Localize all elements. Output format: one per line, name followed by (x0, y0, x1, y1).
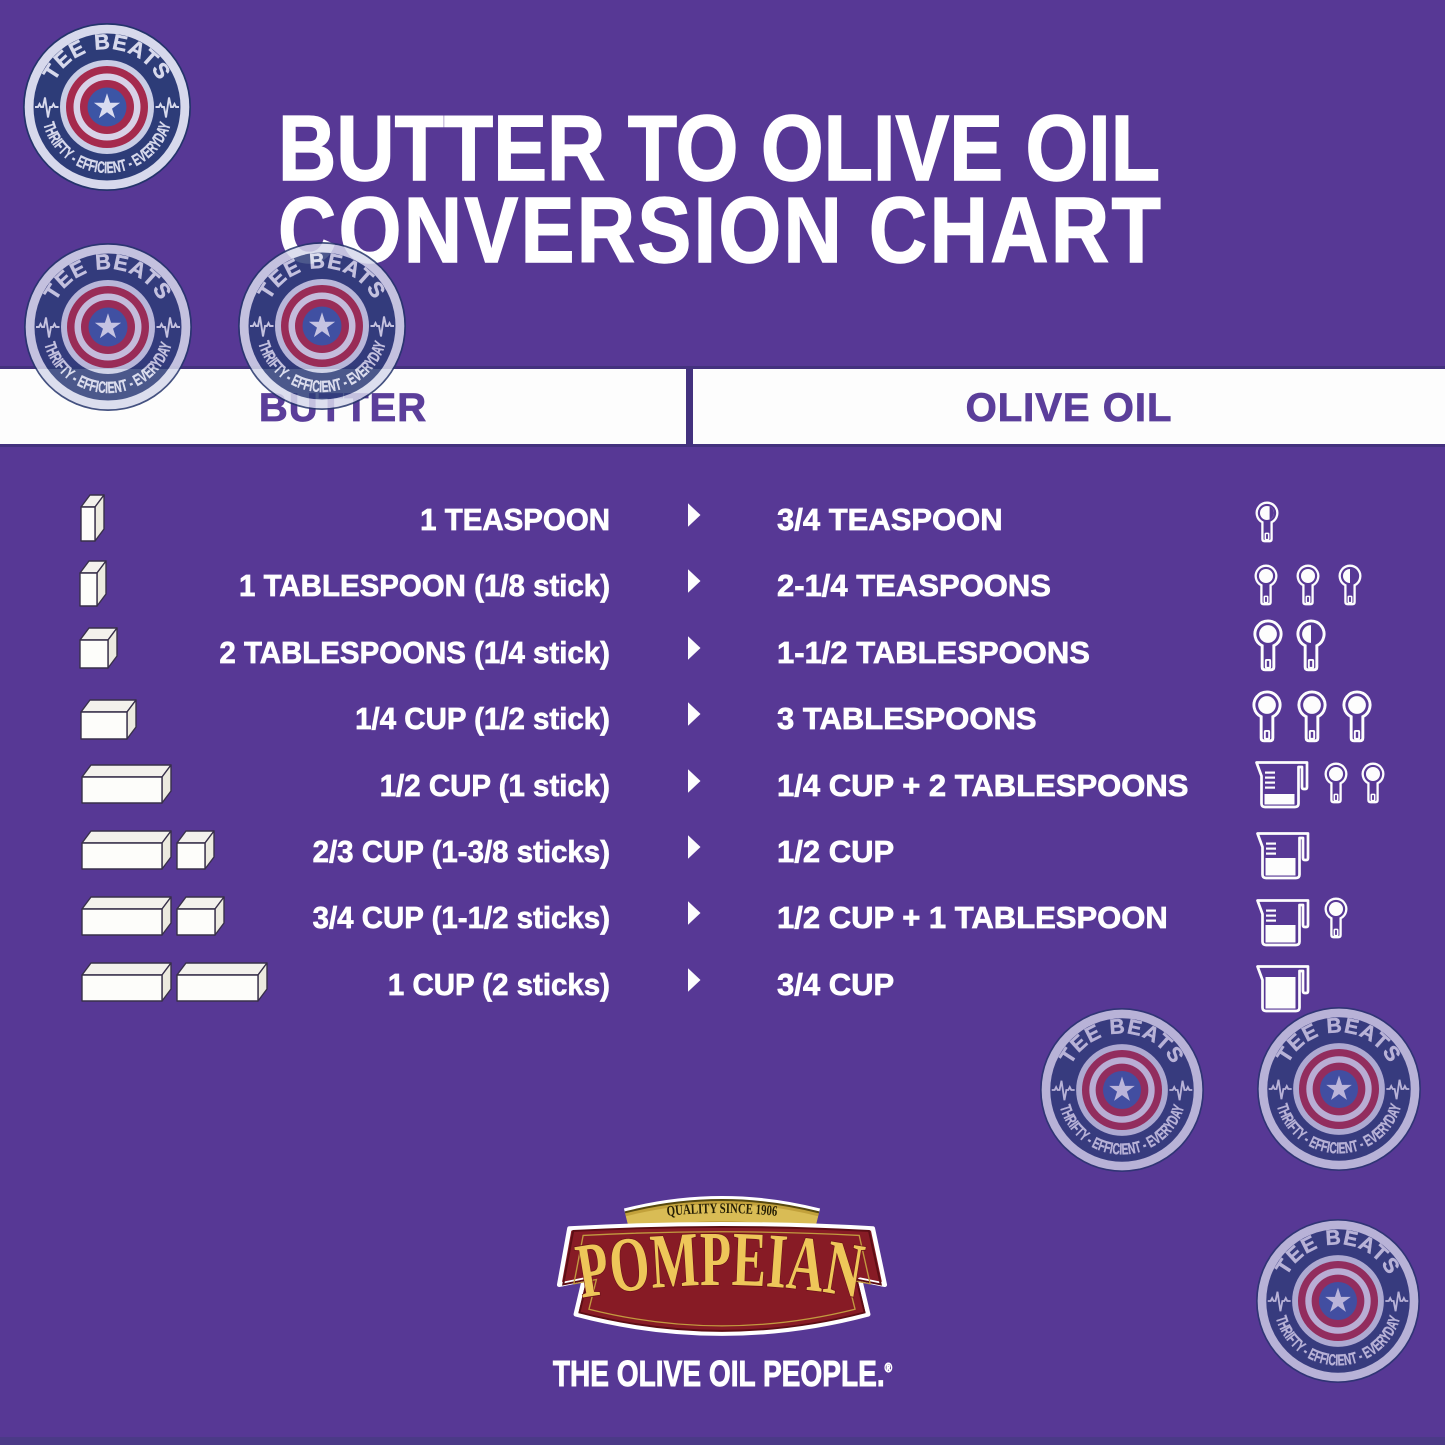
svg-text:POMPEIAN: POMPEIAN (571, 1215, 870, 1315)
svg-text:QUALITY SINCE 1906: QUALITY SINCE 1906 (666, 1201, 778, 1220)
